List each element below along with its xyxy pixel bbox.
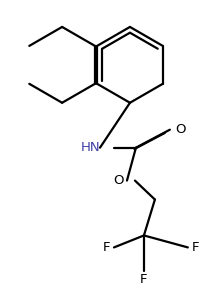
Text: O: O <box>114 174 124 187</box>
Text: F: F <box>140 273 148 286</box>
Text: F: F <box>192 241 199 254</box>
Text: O: O <box>175 123 185 136</box>
Text: HN: HN <box>81 141 100 154</box>
Text: F: F <box>103 241 110 254</box>
